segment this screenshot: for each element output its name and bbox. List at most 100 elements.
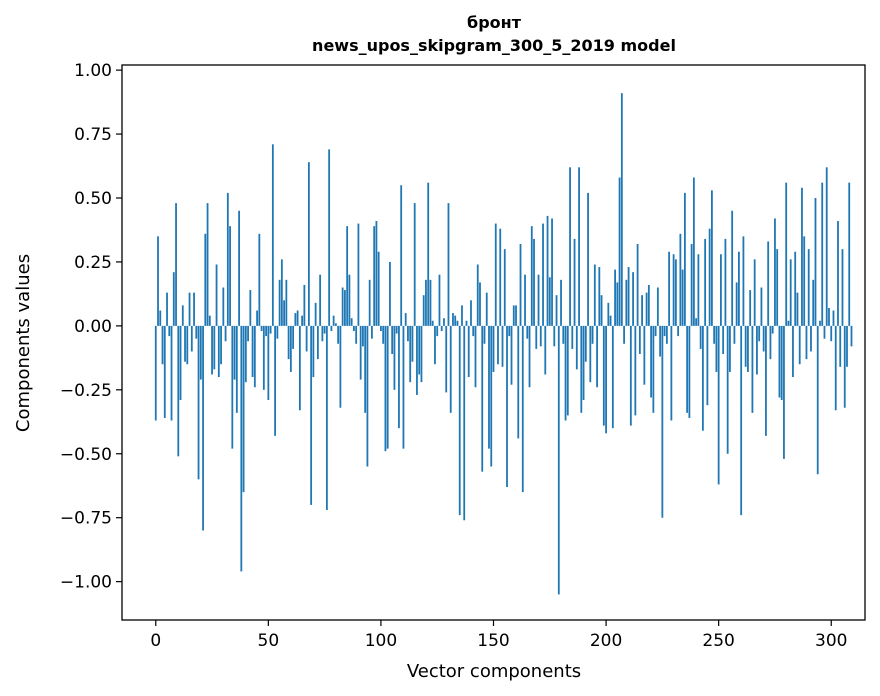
bar <box>645 292 648 326</box>
bar <box>193 292 195 326</box>
x-tick-label: 300 <box>815 631 847 651</box>
bar <box>677 325 680 337</box>
bar <box>188 292 191 326</box>
bar <box>420 325 423 383</box>
bar <box>222 287 225 326</box>
bar <box>422 295 425 326</box>
bar <box>224 325 227 342</box>
y-tick-label: 1.00 <box>74 61 112 81</box>
bar <box>497 325 499 365</box>
bar <box>756 325 758 375</box>
bar <box>488 325 490 449</box>
bar <box>717 325 720 485</box>
y-tick-label: 0.50 <box>74 189 112 209</box>
bar <box>699 325 702 349</box>
bar <box>819 320 821 326</box>
chart-title: бронт <box>467 13 522 32</box>
bar <box>427 182 430 326</box>
bar <box>190 325 193 352</box>
bar <box>231 325 234 449</box>
bar <box>519 244 522 326</box>
bar <box>474 325 477 388</box>
bar <box>362 325 364 347</box>
bar <box>778 325 781 398</box>
bar <box>625 279 628 326</box>
bar <box>846 325 848 367</box>
bar <box>668 251 671 326</box>
bar <box>400 185 403 326</box>
bar <box>269 325 272 334</box>
bar <box>483 325 486 344</box>
bar <box>665 325 668 344</box>
x-tick-label: 250 <box>702 631 734 651</box>
bar <box>738 251 740 326</box>
bar <box>267 325 270 401</box>
bar <box>524 274 526 326</box>
bar <box>636 244 639 326</box>
bar <box>404 313 407 326</box>
bar <box>506 325 508 488</box>
bar <box>166 292 168 326</box>
bar <box>242 325 245 493</box>
bar <box>542 223 544 326</box>
bar <box>371 325 373 339</box>
bar <box>411 325 414 362</box>
bar <box>348 274 351 326</box>
x-tick-label: 200 <box>590 631 622 651</box>
bar <box>731 210 734 326</box>
y-tick-label: −0.25 <box>60 381 112 401</box>
bar <box>445 325 448 393</box>
bar <box>722 325 725 355</box>
bar <box>454 315 457 326</box>
bar <box>332 315 335 326</box>
bar <box>177 325 180 457</box>
bar <box>517 325 520 439</box>
bar <box>695 318 698 326</box>
bar <box>359 325 362 380</box>
bar <box>258 233 261 326</box>
bar <box>357 223 360 326</box>
bar <box>683 192 686 326</box>
bar <box>724 238 727 326</box>
bar <box>753 259 756 326</box>
bar <box>688 325 691 418</box>
bar <box>470 300 472 326</box>
bar <box>771 325 774 334</box>
bar <box>794 251 797 326</box>
bar <box>204 233 207 326</box>
bar <box>391 325 394 355</box>
bar <box>508 325 511 337</box>
x-tick-label: 150 <box>477 631 509 651</box>
bar <box>578 167 580 326</box>
bar <box>647 284 650 326</box>
x-axis-ticks: 0 50 100 150 200 250 300 <box>150 620 847 651</box>
bar <box>674 259 677 326</box>
bar <box>557 325 560 595</box>
bar <box>316 325 319 360</box>
bar <box>747 325 749 372</box>
bar <box>382 325 385 344</box>
bar <box>463 325 466 521</box>
bar <box>479 282 481 326</box>
y-tick-label: 0.75 <box>74 125 112 145</box>
bar <box>494 223 497 326</box>
bar <box>792 325 794 378</box>
bar <box>238 210 240 326</box>
bar <box>690 244 693 326</box>
bar <box>199 325 202 380</box>
bar <box>670 325 673 421</box>
bar <box>751 325 754 413</box>
bar <box>202 325 204 531</box>
bar-series <box>154 93 853 595</box>
y-tick-label: 0.00 <box>74 317 112 337</box>
bar <box>276 325 279 339</box>
x-tick-label: 0 <box>150 631 161 651</box>
bar <box>740 325 743 516</box>
bar <box>706 325 709 406</box>
bar <box>573 238 576 326</box>
bar <box>260 325 263 331</box>
bar <box>611 325 614 429</box>
bar <box>609 315 612 326</box>
bar <box>560 279 562 326</box>
